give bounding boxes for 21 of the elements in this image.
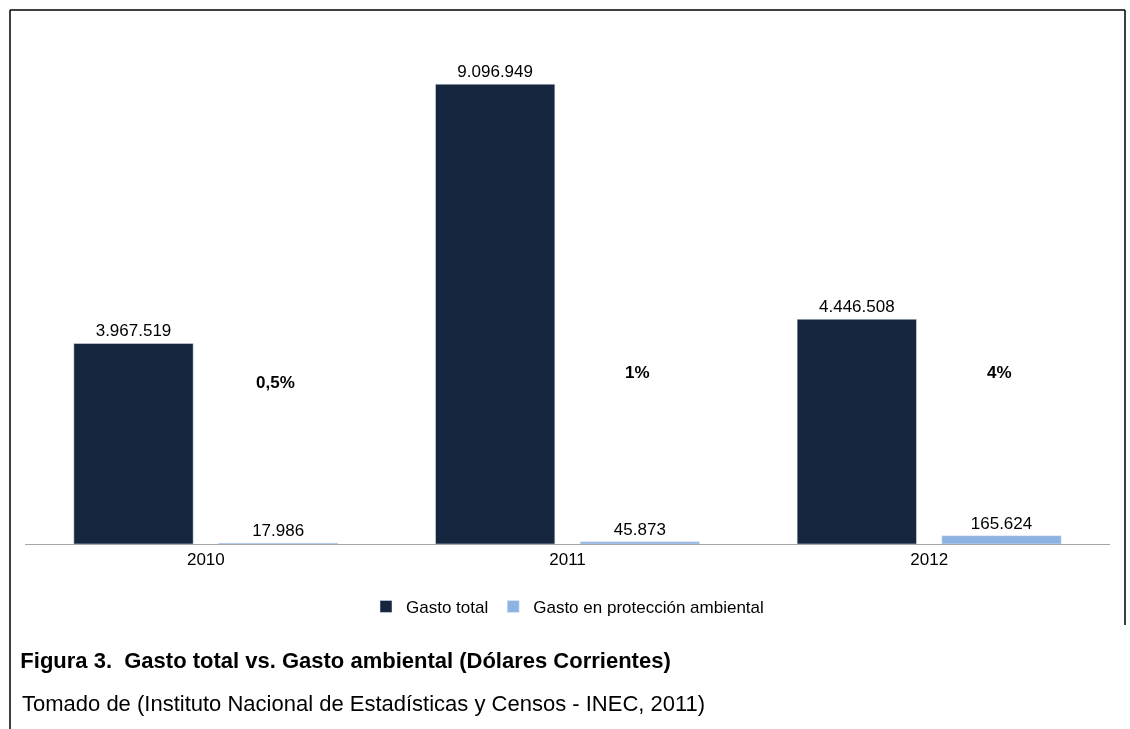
x-tick-label: 2012 — [910, 550, 949, 570]
bar — [435, 83, 556, 544]
legend-label: Gasto en protección ambiental — [533, 598, 764, 618]
data-label: 9.096.949 — [457, 62, 533, 82]
data-label: 4.446.508 — [819, 297, 895, 317]
data-label: 165.624 — [970, 513, 1033, 533]
text: Tomado de (Instituto Nacional de Estadísticas y Censos - INEC, 2011) — [22, 691, 706, 716]
x-tick-label: 2011 — [549, 550, 586, 570]
bar — [579, 541, 700, 544]
annotation: 1% — [625, 363, 650, 382]
legend-label: Gasto total — [406, 598, 489, 618]
annotation: 4% — [987, 363, 1012, 382]
bar — [941, 535, 1062, 544]
annotation: 0,5% — [256, 373, 295, 392]
data-label: 3.967.519 — [95, 321, 172, 341]
x-tick-label: 2010 — [186, 550, 225, 570]
bar — [73, 343, 194, 544]
bar — [796, 319, 917, 544]
data-label: 45.873 — [613, 519, 666, 539]
text: Figura 3. Gasto total vs. Gasto ambiental (Dólares Corrientes) — [20, 647, 671, 673]
data-label: 17.986 — [252, 521, 305, 541]
